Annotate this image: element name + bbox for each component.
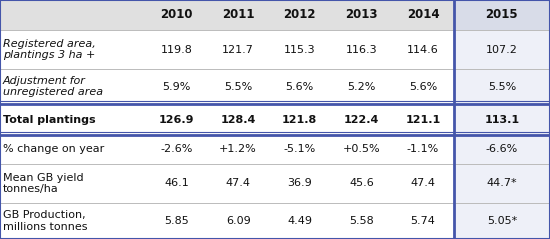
Text: 121.8: 121.8 bbox=[282, 114, 317, 125]
Text: 2014: 2014 bbox=[406, 8, 439, 22]
Bar bbox=[0, 0, 454, 30]
Text: 44.7*: 44.7* bbox=[487, 179, 517, 188]
Text: 47.4: 47.4 bbox=[410, 179, 436, 188]
Text: Mean GB yield
tonnes/ha: Mean GB yield tonnes/ha bbox=[3, 173, 84, 194]
Text: 121.7: 121.7 bbox=[222, 45, 254, 54]
Text: 119.8: 119.8 bbox=[161, 45, 192, 54]
Text: -2.6%: -2.6% bbox=[161, 144, 192, 154]
Text: 36.9: 36.9 bbox=[287, 179, 312, 188]
Text: 5.05*: 5.05* bbox=[487, 216, 517, 226]
Text: GB Production,
millions tonnes: GB Production, millions tonnes bbox=[3, 210, 87, 232]
Bar bbox=[454, 30, 550, 239]
Text: 6.09: 6.09 bbox=[226, 216, 251, 226]
Text: 4.49: 4.49 bbox=[287, 216, 312, 226]
Text: 113.1: 113.1 bbox=[485, 114, 519, 125]
Text: +0.5%: +0.5% bbox=[343, 144, 380, 154]
Text: 126.9: 126.9 bbox=[159, 114, 194, 125]
Text: 5.5%: 5.5% bbox=[488, 82, 516, 92]
Text: 46.1: 46.1 bbox=[164, 179, 189, 188]
Text: -5.1%: -5.1% bbox=[284, 144, 316, 154]
Text: % change on year: % change on year bbox=[3, 144, 104, 154]
Text: 5.58: 5.58 bbox=[349, 216, 374, 226]
Text: 5.9%: 5.9% bbox=[162, 82, 191, 92]
Text: +1.2%: +1.2% bbox=[219, 144, 257, 154]
Text: Total plantings: Total plantings bbox=[3, 114, 95, 125]
Text: 122.4: 122.4 bbox=[344, 114, 379, 125]
Text: 128.4: 128.4 bbox=[221, 114, 256, 125]
Text: 2010: 2010 bbox=[160, 8, 193, 22]
Text: -6.6%: -6.6% bbox=[486, 144, 518, 154]
Text: 121.1: 121.1 bbox=[405, 114, 441, 125]
Text: 5.6%: 5.6% bbox=[285, 82, 314, 92]
Text: 45.6: 45.6 bbox=[349, 179, 374, 188]
Text: 107.2: 107.2 bbox=[486, 45, 518, 54]
Text: 2011: 2011 bbox=[222, 8, 255, 22]
Text: 5.6%: 5.6% bbox=[409, 82, 437, 92]
Text: 2012: 2012 bbox=[283, 8, 316, 22]
Text: -1.1%: -1.1% bbox=[407, 144, 439, 154]
Text: 2015: 2015 bbox=[486, 8, 518, 22]
Bar bbox=[454, 0, 550, 30]
Text: 47.4: 47.4 bbox=[226, 179, 251, 188]
Text: 5.5%: 5.5% bbox=[224, 82, 252, 92]
Text: 114.6: 114.6 bbox=[407, 45, 439, 54]
Text: 5.74: 5.74 bbox=[410, 216, 436, 226]
Text: 115.3: 115.3 bbox=[284, 45, 316, 54]
Text: 116.3: 116.3 bbox=[345, 45, 377, 54]
Text: 5.85: 5.85 bbox=[164, 216, 189, 226]
Text: 2013: 2013 bbox=[345, 8, 378, 22]
Text: Registered area,
plantings 3 ha +: Registered area, plantings 3 ha + bbox=[3, 39, 96, 60]
Text: 5.2%: 5.2% bbox=[347, 82, 376, 92]
Text: Adjustment for
unregistered area: Adjustment for unregistered area bbox=[3, 76, 103, 98]
